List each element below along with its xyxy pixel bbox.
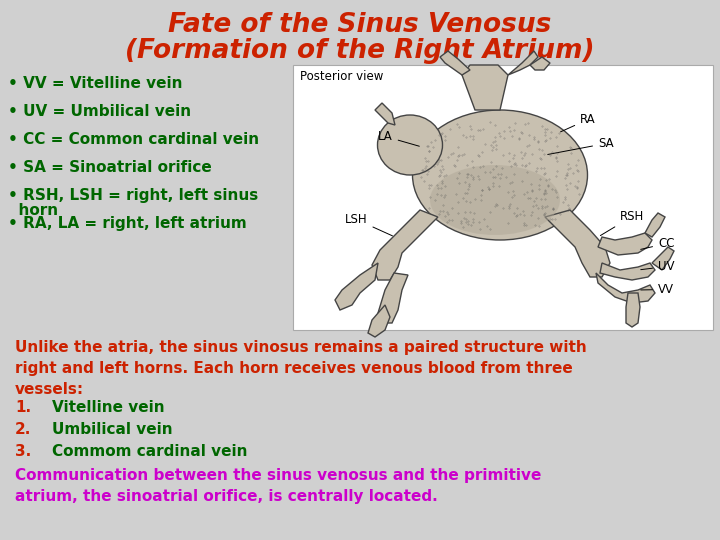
Text: (Formation of the Right Atrium): (Formation of the Right Atrium) [125,38,595,64]
Text: LSH: LSH [345,213,392,236]
Text: Posterior view: Posterior view [300,70,383,83]
Text: • RA, LA = right, left atrium: • RA, LA = right, left atrium [8,216,247,231]
Polygon shape [378,273,408,323]
FancyBboxPatch shape [293,65,713,330]
Ellipse shape [430,165,560,235]
Polygon shape [600,263,655,280]
Text: RSH: RSH [600,210,644,235]
Text: Umbilical vein: Umbilical vein [52,422,173,437]
Text: LA: LA [378,130,419,146]
Ellipse shape [377,115,443,175]
Polygon shape [375,103,395,125]
Polygon shape [335,263,378,310]
Text: • VV = Vitelline vein: • VV = Vitelline vein [8,76,182,91]
Text: Communication between the sinus venosus and the primitive
atrium, the sinoatrial: Communication between the sinus venosus … [15,468,541,504]
Text: SA: SA [548,137,613,154]
Text: • UV = Umbilical vein: • UV = Umbilical vein [8,104,191,119]
Text: 1.: 1. [15,400,31,415]
Text: 3.: 3. [15,444,31,459]
Text: 2.: 2. [15,422,32,437]
Text: Commom cardinal vein: Commom cardinal vein [52,444,248,459]
Text: VV: VV [641,283,674,296]
Text: CC: CC [641,237,675,250]
Polygon shape [626,293,640,327]
Text: Unlike the atria, the sinus vinosus remains a paired structure with
right and le: Unlike the atria, the sinus vinosus rema… [15,340,587,397]
Text: RA: RA [561,113,595,132]
Polygon shape [645,213,665,237]
Text: • CC = Common cardinal vein: • CC = Common cardinal vein [8,132,259,147]
Text: • SA = Sinoatrial orifice: • SA = Sinoatrial orifice [8,160,212,175]
Polygon shape [368,305,390,337]
Polygon shape [545,210,610,277]
Text: horn: horn [8,203,58,218]
Polygon shape [530,57,550,70]
Polygon shape [652,247,674,270]
Text: • RSH, LSH = right, left sinus: • RSH, LSH = right, left sinus [8,188,258,203]
Polygon shape [462,65,508,110]
Polygon shape [440,51,470,75]
Text: UV: UV [641,260,675,273]
Text: Fate of the Sinus Venosus: Fate of the Sinus Venosus [168,12,552,38]
Ellipse shape [413,110,588,240]
Polygon shape [598,233,652,255]
Polygon shape [508,51,538,75]
Text: Vitelline vein: Vitelline vein [52,400,165,415]
Polygon shape [596,273,655,303]
Polygon shape [372,210,438,280]
